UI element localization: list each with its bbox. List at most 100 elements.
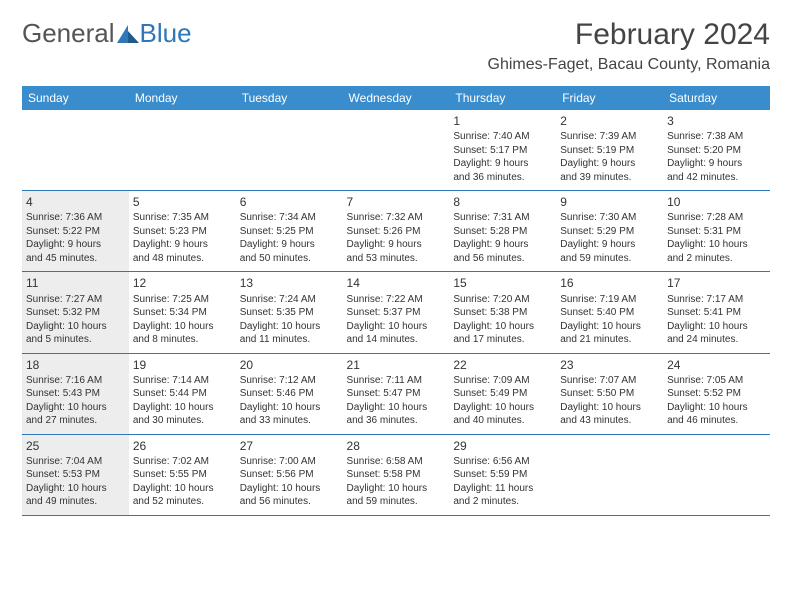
day-cell (22, 110, 129, 191)
day-detail: and 56 minutes. (453, 252, 552, 266)
day-detail: Daylight: 9 hours (240, 238, 339, 252)
day-detail: Sunrise: 7:38 AM (667, 130, 766, 144)
header: General Blue February 2024 Ghimes-Faget,… (22, 18, 770, 74)
day-detail: Sunrise: 7:12 AM (240, 374, 339, 388)
day-detail: Daylight: 10 hours (347, 482, 446, 496)
day-detail: Sunrise: 7:36 AM (26, 211, 125, 225)
day-detail: Sunrise: 6:56 AM (453, 455, 552, 469)
day-cell: 21Sunrise: 7:11 AMSunset: 5:47 PMDayligh… (343, 353, 450, 434)
day-detail: and 48 minutes. (133, 252, 232, 266)
day-cell: 28Sunrise: 6:58 AMSunset: 5:58 PMDayligh… (343, 434, 450, 515)
day-detail: Sunset: 5:44 PM (133, 387, 232, 401)
day-detail: and 36 minutes. (347, 414, 446, 428)
day-detail: Sunrise: 7:31 AM (453, 211, 552, 225)
day-detail: Sunrise: 7:05 AM (667, 374, 766, 388)
day-detail: Daylight: 10 hours (453, 401, 552, 415)
day-detail: and 21 minutes. (560, 333, 659, 347)
day-header: Friday (556, 86, 663, 110)
day-detail: Daylight: 10 hours (26, 320, 125, 334)
day-number: 16 (560, 275, 659, 291)
day-detail: Sunset: 5:53 PM (26, 468, 125, 482)
day-detail: and 52 minutes. (133, 495, 232, 509)
day-cell: 7Sunrise: 7:32 AMSunset: 5:26 PMDaylight… (343, 191, 450, 272)
day-cell: 5Sunrise: 7:35 AMSunset: 5:23 PMDaylight… (129, 191, 236, 272)
day-detail: Daylight: 10 hours (26, 401, 125, 415)
day-cell: 3Sunrise: 7:38 AMSunset: 5:20 PMDaylight… (663, 110, 770, 191)
day-cell: 8Sunrise: 7:31 AMSunset: 5:28 PMDaylight… (449, 191, 556, 272)
day-detail: and 2 minutes. (667, 252, 766, 266)
day-cell (663, 434, 770, 515)
logo: General Blue (22, 18, 192, 49)
day-number: 24 (667, 357, 766, 373)
day-number: 14 (347, 275, 446, 291)
day-detail: and 56 minutes. (240, 495, 339, 509)
day-detail: Sunrise: 7:17 AM (667, 293, 766, 307)
day-cell: 20Sunrise: 7:12 AMSunset: 5:46 PMDayligh… (236, 353, 343, 434)
day-cell: 9Sunrise: 7:30 AMSunset: 5:29 PMDaylight… (556, 191, 663, 272)
calendar-head: SundayMondayTuesdayWednesdayThursdayFrid… (22, 86, 770, 110)
day-cell: 25Sunrise: 7:04 AMSunset: 5:53 PMDayligh… (22, 434, 129, 515)
day-detail: Sunrise: 7:27 AM (26, 293, 125, 307)
day-detail: and 50 minutes. (240, 252, 339, 266)
day-header: Saturday (663, 86, 770, 110)
day-detail: Daylight: 10 hours (240, 320, 339, 334)
day-cell: 29Sunrise: 6:56 AMSunset: 5:59 PMDayligh… (449, 434, 556, 515)
day-detail: and 33 minutes. (240, 414, 339, 428)
day-cell: 2Sunrise: 7:39 AMSunset: 5:19 PMDaylight… (556, 110, 663, 191)
day-detail: Sunrise: 7:24 AM (240, 293, 339, 307)
day-detail: Sunset: 5:17 PM (453, 144, 552, 158)
day-detail: and 40 minutes. (453, 414, 552, 428)
day-detail: Sunset: 5:29 PM (560, 225, 659, 239)
day-detail: Sunset: 5:56 PM (240, 468, 339, 482)
title-block: February 2024 Ghimes-Faget, Bacau County… (488, 18, 771, 74)
week-row: 1Sunrise: 7:40 AMSunset: 5:17 PMDaylight… (22, 110, 770, 191)
day-number: 12 (133, 275, 232, 291)
day-detail: and 43 minutes. (560, 414, 659, 428)
day-detail: Sunset: 5:40 PM (560, 306, 659, 320)
day-number: 20 (240, 357, 339, 373)
month-title: February 2024 (488, 18, 771, 52)
day-detail: Sunset: 5:35 PM (240, 306, 339, 320)
day-number: 26 (133, 438, 232, 454)
day-cell (129, 110, 236, 191)
day-number: 22 (453, 357, 552, 373)
day-detail: Sunrise: 7:00 AM (240, 455, 339, 469)
day-detail: and 53 minutes. (347, 252, 446, 266)
day-detail: Sunset: 5:23 PM (133, 225, 232, 239)
week-row: 18Sunrise: 7:16 AMSunset: 5:43 PMDayligh… (22, 353, 770, 434)
day-detail: Daylight: 10 hours (240, 482, 339, 496)
day-cell: 13Sunrise: 7:24 AMSunset: 5:35 PMDayligh… (236, 272, 343, 353)
day-detail: Daylight: 10 hours (240, 401, 339, 415)
day-cell: 1Sunrise: 7:40 AMSunset: 5:17 PMDaylight… (449, 110, 556, 191)
day-number: 19 (133, 357, 232, 373)
day-number: 23 (560, 357, 659, 373)
day-detail: Sunset: 5:52 PM (667, 387, 766, 401)
day-detail: Sunset: 5:50 PM (560, 387, 659, 401)
day-detail: and 14 minutes. (347, 333, 446, 347)
day-detail: and 59 minutes. (560, 252, 659, 266)
day-detail: Daylight: 10 hours (667, 320, 766, 334)
day-header: Sunday (22, 86, 129, 110)
week-row: 25Sunrise: 7:04 AMSunset: 5:53 PMDayligh… (22, 434, 770, 515)
day-number: 9 (560, 194, 659, 210)
day-detail: and 24 minutes. (667, 333, 766, 347)
day-number: 25 (26, 438, 125, 454)
day-detail: Sunset: 5:59 PM (453, 468, 552, 482)
day-detail: Sunrise: 7:11 AM (347, 374, 446, 388)
day-detail: Sunset: 5:41 PM (667, 306, 766, 320)
day-number: 10 (667, 194, 766, 210)
day-detail: Daylight: 10 hours (453, 320, 552, 334)
day-detail: Sunrise: 7:19 AM (560, 293, 659, 307)
day-number: 29 (453, 438, 552, 454)
day-detail: and 27 minutes. (26, 414, 125, 428)
day-detail: Sunrise: 7:16 AM (26, 374, 125, 388)
day-cell: 22Sunrise: 7:09 AMSunset: 5:49 PMDayligh… (449, 353, 556, 434)
day-detail: Daylight: 10 hours (133, 401, 232, 415)
day-cell: 23Sunrise: 7:07 AMSunset: 5:50 PMDayligh… (556, 353, 663, 434)
day-detail: Sunset: 5:49 PM (453, 387, 552, 401)
day-detail: Sunset: 5:28 PM (453, 225, 552, 239)
day-cell: 27Sunrise: 7:00 AMSunset: 5:56 PMDayligh… (236, 434, 343, 515)
day-detail: Sunrise: 6:58 AM (347, 455, 446, 469)
logo-general: General (22, 18, 115, 49)
day-cell: 18Sunrise: 7:16 AMSunset: 5:43 PMDayligh… (22, 353, 129, 434)
